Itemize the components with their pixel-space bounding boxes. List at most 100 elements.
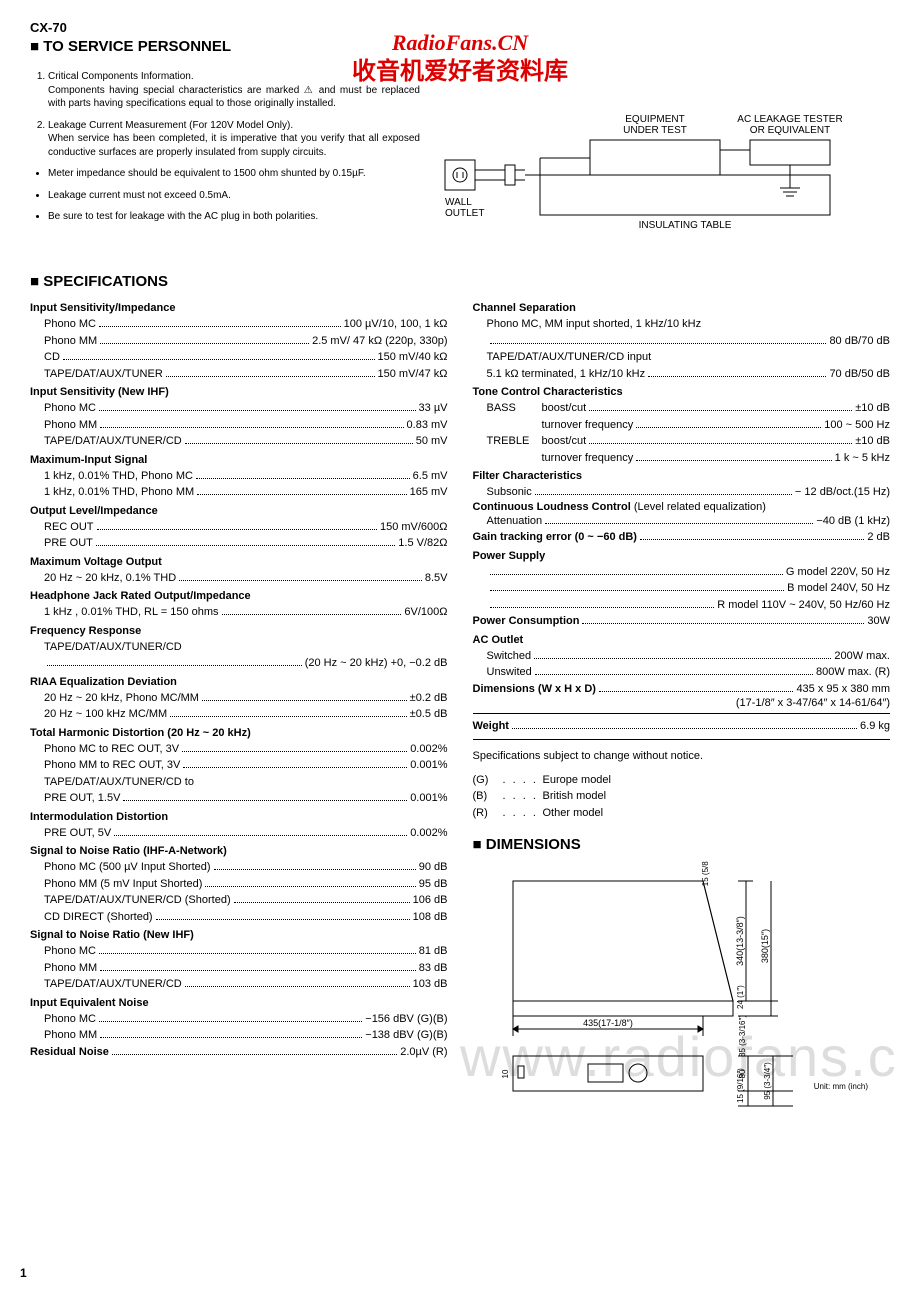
svg-text:95 (3-3/4″): 95 (3-3/4″) xyxy=(763,1062,772,1100)
spec-line: PRE OUT, 5V0.002% xyxy=(30,825,448,842)
spec-line: G model 220V, 50 Hz xyxy=(473,564,891,581)
svg-text:24 (1″): 24 (1″) xyxy=(736,985,745,1009)
svg-text:WALLOUTLET: WALLOUTLET xyxy=(445,197,484,219)
spec-text: Phono MC, MM input shorted, 1 kHz/10 kHz xyxy=(473,316,891,333)
svg-text:380(15″): 380(15″) xyxy=(760,929,770,963)
service-note-bullet: Meter impedance should be equivalent to … xyxy=(48,167,420,181)
spec-line: Phono MC100 µV/10, 100, 1 kΩ xyxy=(30,316,448,333)
spec-heading: Maximum Voltage Output xyxy=(30,556,448,568)
spec-line: (20 Hz ~ 20 kHz) +0, −0.2 dB xyxy=(30,655,448,672)
spec-line: Phono MC81 dB xyxy=(30,943,448,960)
spec-line: Power Consumption30W xyxy=(473,613,891,630)
spec-line: Switched200W max. xyxy=(473,648,891,665)
spec-line: 5.1 kΩ terminated, 1 kHz/10 kHz70 dB/50 … xyxy=(473,366,891,383)
top-section: Critical Components Information.Componen… xyxy=(30,70,890,253)
tone-row: BASSboost/cut±10 dBturnover frequency100… xyxy=(473,400,891,433)
spec-text: TAPE/DAT/AUX/TUNER/CD xyxy=(30,639,448,656)
svg-text:Unit: mm (inch): Unit: mm (inch) xyxy=(813,1082,868,1091)
spec-line: Subsonic− 12 dB/oct.(15 Hz) xyxy=(473,484,891,501)
spec-heading: Continuous Loudness Control (Level relat… xyxy=(473,501,891,513)
spec-heading: Headphone Jack Rated Output/Impedance xyxy=(30,590,448,602)
spec-line: CD DIRECT (Shorted)108 dB xyxy=(30,909,448,926)
spec-heading: Channel Separation xyxy=(473,302,891,314)
spec-heading: Maximum-Input Signal xyxy=(30,454,448,466)
spec-heading: Input Sensitivity/Impedance xyxy=(30,302,448,314)
spec-line: Gain tracking error (0 ~ −60 dB)2 dB xyxy=(473,529,891,546)
spec-text: (17-1/8″ x 3-47/64″ x 14-61/64″) xyxy=(473,697,891,709)
tone-row: TREBLEboost/cut±10 dBturnover frequency1… xyxy=(473,433,891,466)
spec-line: R model 110V ~ 240V, 50 Hz/60 Hz xyxy=(473,597,891,614)
specifications-heading: SPECIFICATIONS xyxy=(30,273,890,290)
diagram-equipment-label: EQUIPMENTUNDER TEST xyxy=(623,114,687,136)
svg-text:85 (3-3/16″): 85 (3-3/16″) xyxy=(738,1015,747,1057)
specs-left-column: Input Sensitivity/Impedance Phono MC100 µ… xyxy=(30,298,448,1114)
service-note: Leakage Current Measurement (For 120V Mo… xyxy=(48,119,420,160)
spec-line: Dimensions (W x H x D)435 x 95 x 380 mm xyxy=(473,681,891,698)
spec-line: Phono MM to REC OUT, 3V0.001% xyxy=(30,757,448,774)
spec-line: Phono MC33 µV xyxy=(30,400,448,417)
spec-line: 1 kHz , 0.01% THD, RL = 150 ohms6V/100Ω xyxy=(30,604,448,621)
svg-text:15 (5/8″): 15 (5/8″) xyxy=(701,861,710,886)
spec-line: Phono MM0.83 mV xyxy=(30,417,448,434)
service-note-bullet: Be sure to test for leakage with the AC … xyxy=(48,210,420,224)
spec-line: 20 Hz ~ 20 kHz, Phono MC/MM±0.2 dB xyxy=(30,690,448,707)
spec-heading: Signal to Noise Ratio (New IHF) xyxy=(30,929,448,941)
spec-line: 1 kHz, 0.01% THD, Phono MM165 mV xyxy=(30,484,448,501)
spec-line: 20 Hz ~ 20 kHz, 0.1% THD8.5V xyxy=(30,570,448,587)
spec-line: Phono MC to REC OUT, 3V0.002% xyxy=(30,741,448,758)
service-note-bullet: Leakage current must not exceed 0.5mA. xyxy=(48,189,420,203)
spec-heading: Output Level/Impedance xyxy=(30,505,448,517)
service-notes: Critical Components Information.Componen… xyxy=(30,70,420,253)
spec-line: B model 240V, 50 Hz xyxy=(473,580,891,597)
spec-heading: Intermodulation Distortion xyxy=(30,811,448,823)
svg-text:AC LEAKAGE TESTEROR EQUIVALENT: AC LEAKAGE TESTEROR EQUIVALENT xyxy=(737,114,842,136)
spec-line: Weight6.9 kg xyxy=(473,718,891,735)
spec-heading: Tone Control Characteristics xyxy=(473,386,891,398)
spec-heading: RIAA Equalization Deviation xyxy=(30,676,448,688)
divider xyxy=(473,713,891,714)
dimensions-heading: DIMENSIONS xyxy=(473,836,891,853)
spec-line: CD150 mV/40 kΩ xyxy=(30,349,448,366)
spec-text: TAPE/DAT/AUX/TUNER/CD to xyxy=(30,774,448,791)
svg-text:10: 10 xyxy=(501,1069,510,1078)
spec-heading: Signal to Noise Ratio (IHF-A-Network) xyxy=(30,845,448,857)
spec-heading: Input Equivalent Noise xyxy=(30,997,448,1009)
spec-line: Attenuation−40 dB (1 kHz) xyxy=(473,513,891,530)
spec-heading: AC Outlet xyxy=(473,634,891,646)
spec-line: PRE OUT, 1.5V0.001% xyxy=(30,790,448,807)
divider xyxy=(473,739,891,740)
spec-line: TAPE/DAT/AUX/TUNER/CD (Shorted)106 dB xyxy=(30,892,448,909)
specs-right-column: Channel Separation Phono MC, MM input sho… xyxy=(473,298,891,1114)
model-key: (G). . . . Europe model(B). . . . Britis… xyxy=(473,772,891,822)
spec-line: REC OUT150 mV/600Ω xyxy=(30,519,448,536)
service-note: Critical Components Information.Componen… xyxy=(48,70,420,111)
spec-line: TAPE/DAT/AUX/TUNER/CD103 dB xyxy=(30,976,448,993)
spec-line: PRE OUT1.5 V/82Ω xyxy=(30,535,448,552)
spec-heading: Filter Characteristics xyxy=(473,470,891,482)
spec-line: 80 dB/70 dB xyxy=(473,333,891,350)
svg-text:INSULATING TABLE: INSULATING TABLE xyxy=(639,220,732,231)
specs-columns: Input Sensitivity/Impedance Phono MC100 µ… xyxy=(30,298,890,1114)
spec-line: Unswited800W max. (R) xyxy=(473,664,891,681)
svg-text:340(13-3/8″): 340(13-3/8″) xyxy=(735,916,745,966)
spec-line: Phono MM83 dB xyxy=(30,960,448,977)
spec-heading: Frequency Response xyxy=(30,625,448,637)
spec-line: Phono MM2.5 mV/ 47 kΩ (220p, 330p) xyxy=(30,333,448,350)
leakage-diagram: EQUIPMENTUNDER TEST AC LEAKAGE TESTEROR … xyxy=(440,70,890,253)
spec-text: TAPE/DAT/AUX/TUNER/CD input xyxy=(473,349,891,366)
dimensions-drawing: 435(17-1/8″) 340(13-3/8″) 380(15″) 15 (5… xyxy=(473,861,891,1114)
spec-heading: Input Sensitivity (New IHF) xyxy=(30,386,448,398)
spec-line: 20 Hz ~ 100 kHz MC/MM±0.5 dB xyxy=(30,706,448,723)
spec-line: Phono MC−156 dBV (G)(B) xyxy=(30,1011,448,1028)
spec-line: 1 kHz, 0.01% THD, Phono MC6.5 mV xyxy=(30,468,448,485)
svg-text:15 (9/16″): 15 (9/16″) xyxy=(736,1068,745,1103)
spec-line: TAPE/DAT/AUX/TUNER/CD50 mV xyxy=(30,433,448,450)
spec-line: Residual Noise2.0µV (R) xyxy=(30,1044,448,1061)
spec-line: Phono MM−138 dBV (G)(B) xyxy=(30,1027,448,1044)
svg-text:435(17-1/8″): 435(17-1/8″) xyxy=(583,1018,633,1028)
spec-line: TAPE/DAT/AUX/TUNER150 mV/47 kΩ xyxy=(30,366,448,383)
change-notice: Specifications subject to change without… xyxy=(473,750,891,762)
spec-line: Phono MM (5 mV Input Shorted)95 dB xyxy=(30,876,448,893)
spec-line: Phono MC (500 µV Input Shorted)90 dB xyxy=(30,859,448,876)
page-number: 1 xyxy=(20,1266,27,1280)
